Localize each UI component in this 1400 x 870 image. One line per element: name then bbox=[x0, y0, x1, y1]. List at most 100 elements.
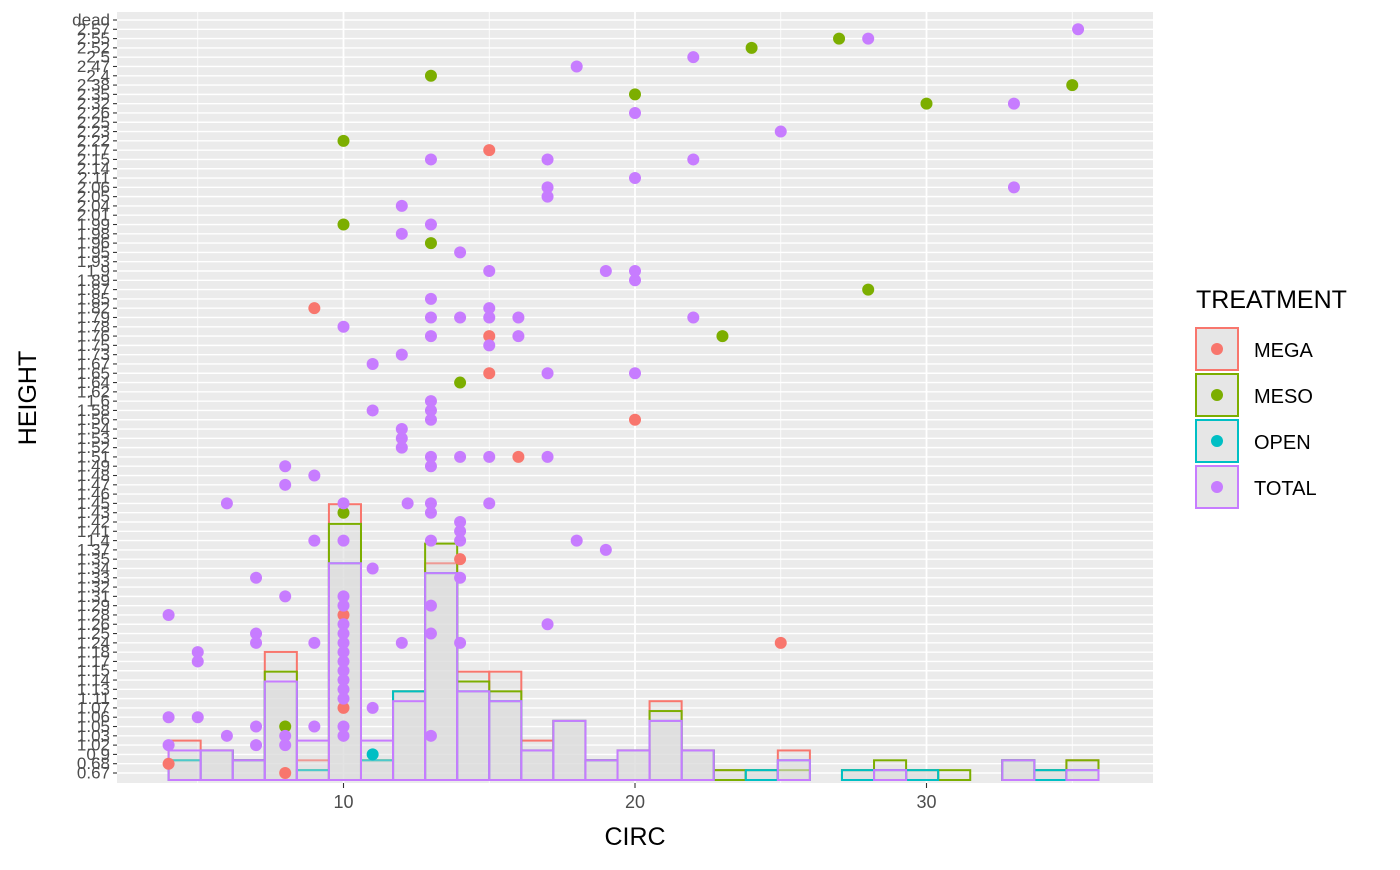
scatter-point bbox=[250, 720, 263, 733]
scatter-point bbox=[454, 450, 467, 463]
scatter-point bbox=[337, 506, 350, 519]
scatter-point bbox=[483, 144, 496, 157]
y-tick-label: 2.04 bbox=[77, 196, 110, 215]
scatter-point bbox=[687, 153, 700, 166]
scatter-point bbox=[250, 739, 263, 752]
scatter-point bbox=[629, 88, 641, 101]
scatter-point bbox=[395, 441, 408, 454]
histogram-bar bbox=[392, 700, 427, 782]
legend-label: TOTAL bbox=[1254, 478, 1317, 500]
y-tick-label: 1.54 bbox=[77, 420, 110, 439]
scatter-point bbox=[1007, 181, 1020, 194]
scatter-point bbox=[337, 664, 350, 677]
scatter-point bbox=[629, 106, 641, 119]
y-axis-title: HEIGHT bbox=[14, 351, 42, 445]
y-tick-label: 1.98 bbox=[77, 224, 110, 243]
scatter-point bbox=[308, 720, 321, 733]
scatter-point bbox=[337, 655, 350, 668]
legend-label: MEGA bbox=[1254, 340, 1314, 362]
y-tick-label: 2.22 bbox=[77, 131, 110, 150]
scatter-point bbox=[337, 646, 350, 659]
scatter-point bbox=[541, 367, 554, 380]
histogram-bar bbox=[776, 759, 811, 781]
y-tick-label: 1.49 bbox=[77, 457, 110, 476]
x-tick-label: 20 bbox=[625, 792, 645, 812]
scatter-point bbox=[833, 32, 846, 45]
scatter-point bbox=[337, 729, 350, 742]
scatter-point bbox=[424, 237, 437, 250]
scatter-point bbox=[424, 729, 437, 742]
scatter-point bbox=[424, 460, 437, 473]
scatter-point bbox=[454, 246, 467, 259]
y-tick-label: 2.25 bbox=[77, 113, 110, 132]
y-tick-label: 2.11 bbox=[78, 169, 110, 188]
scatter-point bbox=[337, 618, 350, 631]
histogram-bar bbox=[616, 749, 651, 782]
y-tick-label: 1.41 bbox=[77, 522, 110, 541]
scatter-point bbox=[337, 534, 350, 547]
y-tick-label: 2.35 bbox=[77, 85, 110, 104]
y-tick-label: 1.99 bbox=[77, 215, 110, 234]
y-tick-label: 2.52 bbox=[77, 38, 110, 57]
y-tick-label: 1.43 bbox=[77, 503, 110, 522]
scatter-point bbox=[1072, 23, 1085, 36]
y-tick-label: 2.14 bbox=[77, 159, 110, 178]
scatter-point bbox=[191, 646, 204, 659]
y-tick-label: 2.55 bbox=[77, 29, 110, 48]
scatter-point bbox=[629, 265, 641, 277]
scatter-point bbox=[774, 636, 787, 649]
y-tick-label: 1.11 bbox=[78, 689, 110, 708]
scatter-point bbox=[337, 720, 350, 733]
scatter-point bbox=[308, 636, 321, 649]
y-tick-label: 1.73 bbox=[77, 345, 110, 364]
scatter-point bbox=[308, 469, 321, 482]
scatter-point bbox=[162, 757, 175, 770]
y-tick-label: 1.28 bbox=[77, 605, 110, 624]
y-tick-label: 1.45 bbox=[77, 494, 110, 513]
y-tick-label: 2.47 bbox=[77, 57, 110, 76]
histogram-bar bbox=[584, 759, 619, 781]
x-tick-labels: 10 20 30 bbox=[333, 783, 937, 812]
y-tick-label: 1.25 bbox=[77, 624, 110, 643]
histogram-bar bbox=[873, 769, 908, 782]
x-axis-title: CIRC bbox=[604, 823, 665, 851]
scatter-point bbox=[279, 478, 292, 491]
scatter-point bbox=[279, 720, 292, 733]
y-tick-label: 1.26 bbox=[77, 615, 110, 634]
y-tick-label: 2.05 bbox=[77, 187, 110, 206]
scatter-point bbox=[454, 534, 467, 547]
scatter-point bbox=[424, 395, 437, 408]
scatter-point bbox=[920, 97, 933, 110]
scatter-point bbox=[716, 330, 729, 343]
y-tick-label: 0.9 bbox=[86, 745, 110, 764]
scatter-point bbox=[337, 701, 350, 714]
y-tick-label: 1.9 bbox=[86, 262, 110, 281]
scatter-point bbox=[1007, 97, 1020, 110]
scatter-point bbox=[629, 413, 641, 426]
y-tick-label: 1.42 bbox=[77, 513, 110, 532]
y-tick-label: 2.4 bbox=[86, 66, 110, 85]
histogram-bar bbox=[744, 769, 779, 782]
y-tick-labels: 0.670.680.91.021.031.051.061.071.111.131… bbox=[72, 11, 117, 783]
scatter-point bbox=[424, 218, 437, 231]
y-tick-label: 1.35 bbox=[77, 550, 110, 569]
y-tick-label: 1.03 bbox=[77, 726, 110, 745]
scatter-point bbox=[395, 199, 408, 212]
scatter-point bbox=[337, 134, 350, 147]
y-tick-label: 1.14 bbox=[77, 671, 110, 690]
histogram-bar bbox=[552, 719, 587, 782]
scatter-point bbox=[191, 711, 204, 724]
y-tick-label: 1.62 bbox=[77, 382, 110, 401]
y-tick-label: 2.01 bbox=[77, 206, 110, 225]
y-tick-label: 1.95 bbox=[77, 243, 110, 262]
legend-title: TREATMENT bbox=[1196, 286, 1347, 314]
histogram-bar bbox=[1001, 759, 1036, 781]
y-tick-label: 1.87 bbox=[77, 280, 110, 299]
scatter-point bbox=[279, 460, 292, 473]
y-tick-label: 1.65 bbox=[77, 364, 110, 383]
scatter-point bbox=[454, 516, 467, 528]
x-tick-label: 10 bbox=[333, 792, 353, 812]
scatter-point bbox=[250, 636, 263, 649]
scatter-point bbox=[424, 413, 437, 426]
